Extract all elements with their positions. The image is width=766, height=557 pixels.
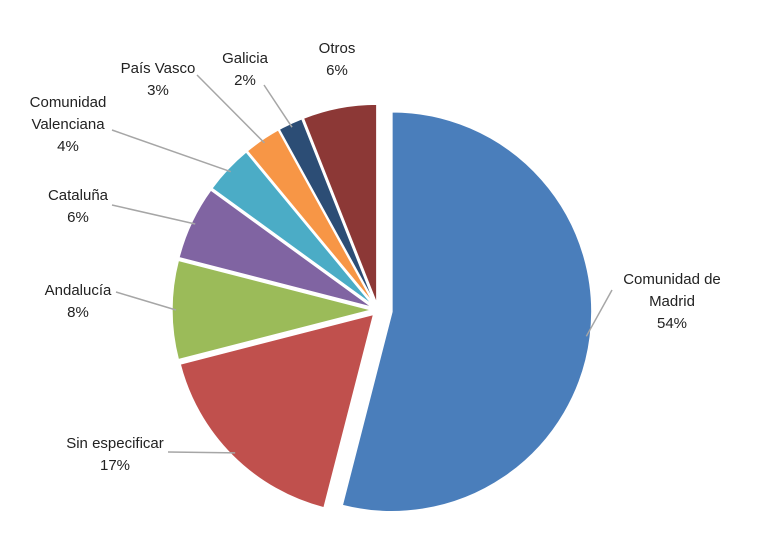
category-name: País Vasco [120, 60, 196, 77]
value-label: 17% [99, 457, 131, 474]
slice-label: Comunidad de Madrid 54% [607, 269, 737, 335]
value-label: 2% [234, 72, 256, 89]
category-name: Comunidad de Madrid [623, 271, 721, 310]
category-name: Galicia [222, 50, 268, 67]
value-label: 54% [656, 315, 688, 332]
value-label: 6% [67, 209, 89, 226]
value-label: 4% [57, 138, 79, 155]
slice-label: Galicia 2% [180, 48, 310, 92]
slice-label: Cataluña 6% [13, 185, 143, 229]
pie-slice [302, 103, 378, 305]
category-name: Sin especificar [66, 435, 164, 452]
leader-line [196, 74, 265, 144]
leader-line [111, 204, 196, 225]
category-name: Cataluña [47, 187, 109, 204]
value-label: 6% [326, 62, 348, 79]
pie-slice [177, 188, 374, 309]
leader-line [263, 84, 293, 128]
pie-slice [179, 313, 375, 509]
value-label: 3% [147, 82, 169, 99]
category-name: Andalucía [44, 282, 112, 299]
slice-label: Comunidad Valenciana 4% [18, 92, 118, 158]
slice-label: Otros 6% [272, 38, 402, 82]
slice-label: Andalucía 8% [13, 280, 143, 324]
pie-slice [210, 150, 375, 307]
value-label: 8% [67, 304, 89, 321]
category-name: Otros [318, 40, 356, 57]
leader-line [585, 289, 613, 337]
slice-label: País Vasco 3% [93, 58, 223, 102]
pie-slice [341, 111, 593, 513]
leader-line [111, 129, 231, 173]
leader-line [167, 451, 236, 454]
category-name: Comunidad Valenciana [29, 94, 107, 133]
leader-line [115, 291, 177, 311]
pie-slice [171, 259, 373, 361]
slice-label: Sin especificar 17% [50, 433, 180, 477]
